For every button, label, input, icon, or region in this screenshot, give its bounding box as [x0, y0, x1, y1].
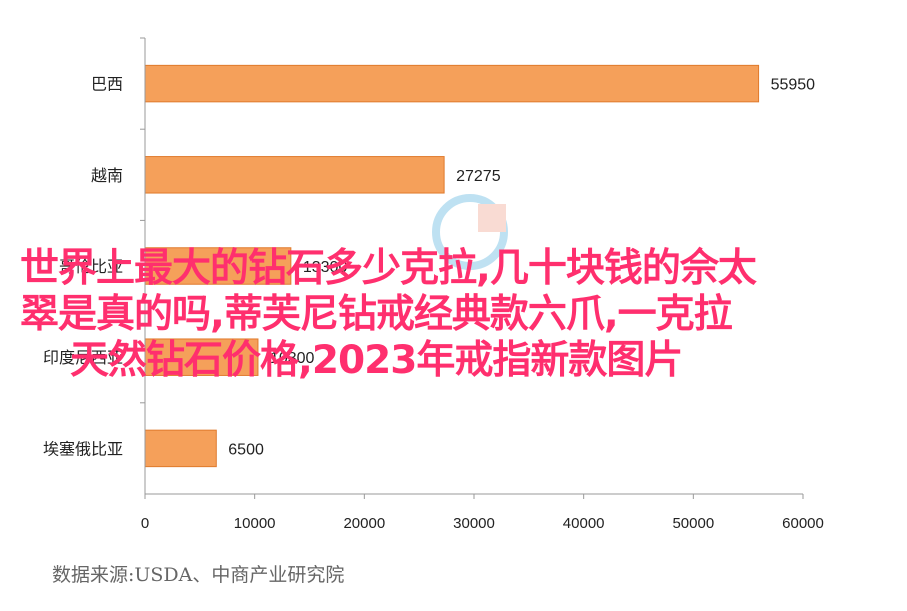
- data-label: 6500: [228, 441, 264, 458]
- category-label: 印度尼西亚: [43, 348, 123, 367]
- x-tick-label: 40000: [563, 515, 605, 532]
- x-tick-label: 20000: [343, 515, 385, 532]
- overlay-title-line2: 翠是真的吗,蒂芙尼钻戒经典款六爪,一克拉: [20, 292, 733, 337]
- x-tick-label: 0: [141, 515, 149, 532]
- overlay-title-line3: 天然钻石价格,2023年戒指新款图片: [70, 338, 683, 383]
- category-label: 越南: [91, 166, 123, 185]
- category-label: 哥伦比亚: [59, 257, 123, 276]
- overlay-title: 世界上最大的钻石多少克拉,几十块钱的佘太 翠是真的吗,蒂芙尼钻戒经典款六爪,一克…: [20, 246, 890, 384]
- data-label: 27275: [456, 168, 501, 185]
- data-label: 10300: [270, 350, 315, 367]
- overlay-title-line1: 世界上最大的钻石多少克拉,几十块钱的佘太: [20, 246, 757, 291]
- data-label: 55950: [771, 77, 816, 94]
- bar: [144, 429, 217, 468]
- category-label: 埃塞俄比亚: [43, 439, 123, 458]
- bar: [144, 338, 259, 376]
- x-tick-label: 10000: [234, 515, 276, 532]
- x-tick-label: 60000: [782, 515, 824, 532]
- bar: [144, 64, 760, 103]
- x-tick-label: 30000: [453, 515, 495, 532]
- data-label: 13300: [303, 259, 348, 276]
- watermark-logo: [432, 194, 508, 270]
- source-note: 数据来源:USDA、中商产业研究院: [52, 564, 345, 586]
- category-label: 巴西: [91, 75, 123, 94]
- x-tick-label: 50000: [672, 515, 714, 532]
- bar: [144, 156, 445, 194]
- bar: [144, 247, 292, 285]
